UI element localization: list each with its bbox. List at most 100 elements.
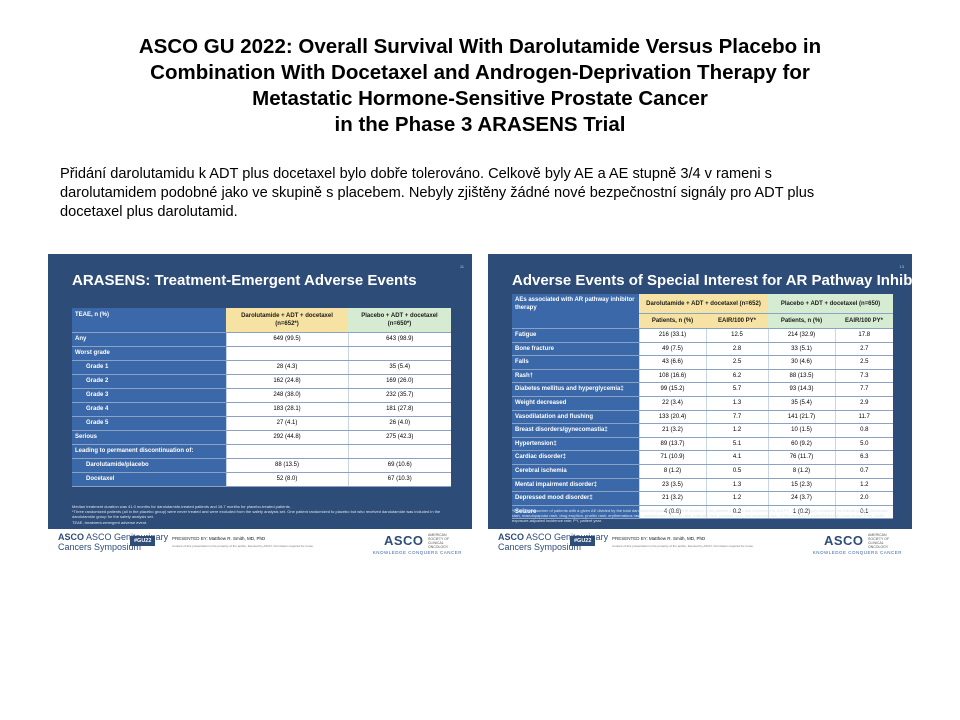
slide-number: 11 xyxy=(459,264,464,269)
table-row: Leading to permanent discontinuation of: xyxy=(72,444,451,459)
table-cell: 0.2 xyxy=(705,505,768,520)
table-cell: 88 (13.5) xyxy=(767,369,835,384)
table-cell: 0.1 xyxy=(834,505,894,520)
header-label: TEAE, n (%) xyxy=(72,308,226,333)
table-cell: 22 (3.4) xyxy=(638,396,706,411)
row-label: Grade 5 xyxy=(72,416,226,431)
presented-by-label: PRESENTED BY: xyxy=(612,536,648,541)
content-note: Content of this presentation is the prop… xyxy=(172,544,314,548)
slide-footer: ASCO ASCO Genitourinary Cancers Symposiu… xyxy=(488,529,912,555)
table-row: Grade 1 28 (4.3) 35 (5.4) xyxy=(72,360,451,375)
table-cell xyxy=(347,346,451,361)
table-cell: 2.7 xyxy=(834,342,894,357)
knowledge-tagline: KNOWLEDGE CONQUERS CANCER xyxy=(372,550,462,555)
title-line: Combination With Docetaxel and Androgen-… xyxy=(150,61,810,84)
table-cell: 8 (1.2) xyxy=(638,464,706,479)
slide-number: 13 xyxy=(899,264,904,269)
asco-logo: ASCO AMERICAN SOCIETY OF CLINICAL ONCOLO… xyxy=(373,532,462,555)
table-cell: 21 (3.2) xyxy=(638,423,706,438)
table-cell: 232 (35.7) xyxy=(347,388,451,403)
table-cell: 49 (7.5) xyxy=(638,342,706,357)
page-title: ASCO GU 2022: Overall Survival With Daro… xyxy=(40,34,920,138)
asco-gu-logo: ASCO ASCO Genitourinary Cancers Symposiu… xyxy=(498,532,608,552)
table-cell: 27 (4.1) xyxy=(225,416,348,431)
title-line: Metastatic Hormone-Sensitive Prostate Ca… xyxy=(252,87,708,110)
table-row: Serious 292 (44.8) 275 (42.3) xyxy=(72,430,451,445)
knowledge-tagline: KNOWLEDGE CONQUERS CANCER xyxy=(812,550,902,555)
table-cell: 7.7 xyxy=(705,410,768,425)
table-cell: 15 (2.3) xyxy=(767,478,835,493)
table-cell: 4 (0.6) xyxy=(638,505,706,520)
presenter-name: Matthew R. Smith, MD, PhD xyxy=(209,536,266,541)
table-body: Any 649 (99.5) 643 (98.9) Worst grade Grade … xyxy=(72,332,451,487)
logo-text: ASCO Genitourinary xyxy=(526,532,609,542)
row-label: Depressed mood disorder‡ xyxy=(512,491,639,506)
table-cell: 12.5 xyxy=(705,328,768,343)
header-placebo: Placebo + ADT + docetaxel (n=650*) xyxy=(348,308,451,333)
table-cell: 7.7 xyxy=(834,382,894,397)
table-cell: 71 (10.9) xyxy=(638,450,706,465)
hashtag-badge: #GU22 xyxy=(570,536,596,546)
row-label: Mental impairment disorder‡ xyxy=(512,478,639,493)
header-darolutamide: Darolutamide + ADT + docetaxel (n=652) xyxy=(639,294,768,315)
row-label: Breast disorders/gynecomastia‡ xyxy=(512,423,639,438)
row-label: Seizure xyxy=(512,505,639,520)
table-cell: 26 (4.0) xyxy=(347,416,451,431)
row-label: Docetaxel xyxy=(72,472,226,487)
table-row: Cardiac disorder‡ 71 (10.9) 4.1 76 (11.7) 6.… xyxy=(512,450,894,465)
logo-text: ASCO Genitourinary xyxy=(86,532,169,542)
table-cell: 33 (5.1) xyxy=(767,342,835,357)
table-header-row: AEs associated with AR pathway inhibitor… xyxy=(512,294,894,329)
table-cell: 5.1 xyxy=(705,437,768,452)
footnote: *Three randomized patients (all in the p… xyxy=(72,509,441,520)
table-cell: 76 (11.7) xyxy=(767,450,835,465)
row-label: Cerebral ischemia xyxy=(512,464,639,479)
table-cell xyxy=(225,346,348,361)
header-placebo: Placebo + ADT + docetaxel (n=650) xyxy=(768,294,894,315)
subheader-patients: Patients, n (%) xyxy=(768,313,835,329)
slide-footnote: *EAIR is the number of patients with a g… xyxy=(512,508,889,524)
row-label: Serious xyxy=(72,430,226,445)
table-row: Docetaxel 52 (8.0) 67 (10.3) xyxy=(72,472,451,487)
table-row: Falls 43 (6.6) 2.5 30 (4.6) 2.5 xyxy=(512,355,894,370)
header-label: AEs associated with AR pathway inhibitor… xyxy=(512,294,639,329)
table-row: Grade 4 183 (28.1) 181 (27.8) xyxy=(72,402,451,417)
slide-footnotes: Median treatment duration was 41.0 month… xyxy=(72,504,452,525)
slide-title: Adverse Events of Special Interest for A… xyxy=(512,272,912,289)
row-label: Cardiac disorder‡ xyxy=(512,450,639,465)
row-label: Falls xyxy=(512,355,639,370)
table-cell: 2.5 xyxy=(834,355,894,370)
table-cell: 99 (15.2) xyxy=(638,382,706,397)
table-row: Breast disorders/gynecomastia‡ 21 (3.2) 1.… xyxy=(512,423,894,438)
row-label: Diabetes mellitus and hyperglycemia‡ xyxy=(512,382,639,397)
table-cell: 28 (4.3) xyxy=(225,360,348,375)
table-cell: 2.8 xyxy=(705,342,768,357)
row-label: Grade 1 xyxy=(72,360,226,375)
table-cell: 6.3 xyxy=(834,450,894,465)
table-cell: 5.7 xyxy=(705,382,768,397)
row-label: Any xyxy=(72,332,226,347)
table-cell: 30 (4.6) xyxy=(767,355,835,370)
row-label: Worst grade xyxy=(72,346,226,361)
table-row: Worst grade xyxy=(72,346,451,361)
table-cell: 183 (28.1) xyxy=(225,402,348,417)
row-label: Hypertension‡ xyxy=(512,437,639,452)
row-label: Fatigue xyxy=(512,328,639,343)
table-cell: 1.3 xyxy=(705,478,768,493)
table-cell: 23 (3.5) xyxy=(638,478,706,493)
table-cell: 133 (20.4) xyxy=(638,410,706,425)
slide-ae-special-interest: Adverse Events of Special Interest for A… xyxy=(488,254,912,555)
table-cell: 0.7 xyxy=(834,464,894,479)
table-cell: 7.3 xyxy=(834,369,894,384)
subheader-patients: Patients, n (%) xyxy=(639,313,706,329)
description-text: Přidání darolutamidu k ADT plus docetaxe… xyxy=(60,166,815,220)
row-label: Grade 3 xyxy=(72,388,226,403)
table-cell: 4.1 xyxy=(705,450,768,465)
asco-logo: ASCO AMERICAN SOCIETY OF CLINICAL ONCOLO… xyxy=(813,532,902,555)
table-cell: 88 (13.5) xyxy=(225,458,348,473)
header-darolutamide: Darolutamide + ADT + docetaxel (n=652*) xyxy=(226,308,348,333)
hashtag-badge: #GU22 xyxy=(130,536,156,546)
logo-text: Cancers Symposium xyxy=(498,542,582,552)
content-note: Content of this presentation is the prop… xyxy=(612,544,754,548)
row-label: Weight decreased xyxy=(512,396,639,411)
